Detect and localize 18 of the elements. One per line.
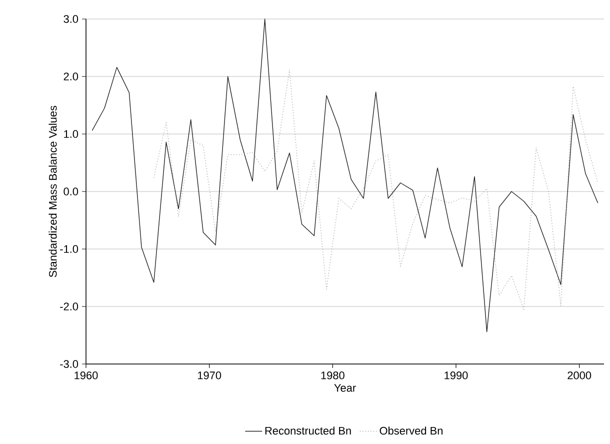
line-series [92, 18, 598, 332]
y-tick-label: -3.0 [60, 360, 78, 368]
y-tick-label: -1.0 [60, 245, 78, 253]
x-tick-label: 1960 [74, 372, 98, 380]
line-series [153, 69, 598, 310]
x-tick-label: 1970 [198, 372, 222, 380]
y-tick-label: -2.0 [60, 302, 78, 310]
x-tick-label: 1980 [321, 372, 344, 380]
legend-label: Reconstructed Bn [265, 426, 351, 435]
x-tick-label: 2000 [568, 372, 592, 380]
y-axis-title: Standardized Mass Balance Values [48, 106, 57, 278]
x-tick-label: 1990 [444, 372, 468, 380]
y-tick-label: 2.0 [64, 72, 78, 80]
y-tick-label: 3.0 [64, 15, 78, 23]
legend-label: Observed Bn [380, 426, 442, 435]
y-tick-label: 0.0 [64, 188, 78, 196]
y-tick-label: 1.0 [64, 130, 78, 138]
x-axis-title: Year [334, 384, 356, 392]
